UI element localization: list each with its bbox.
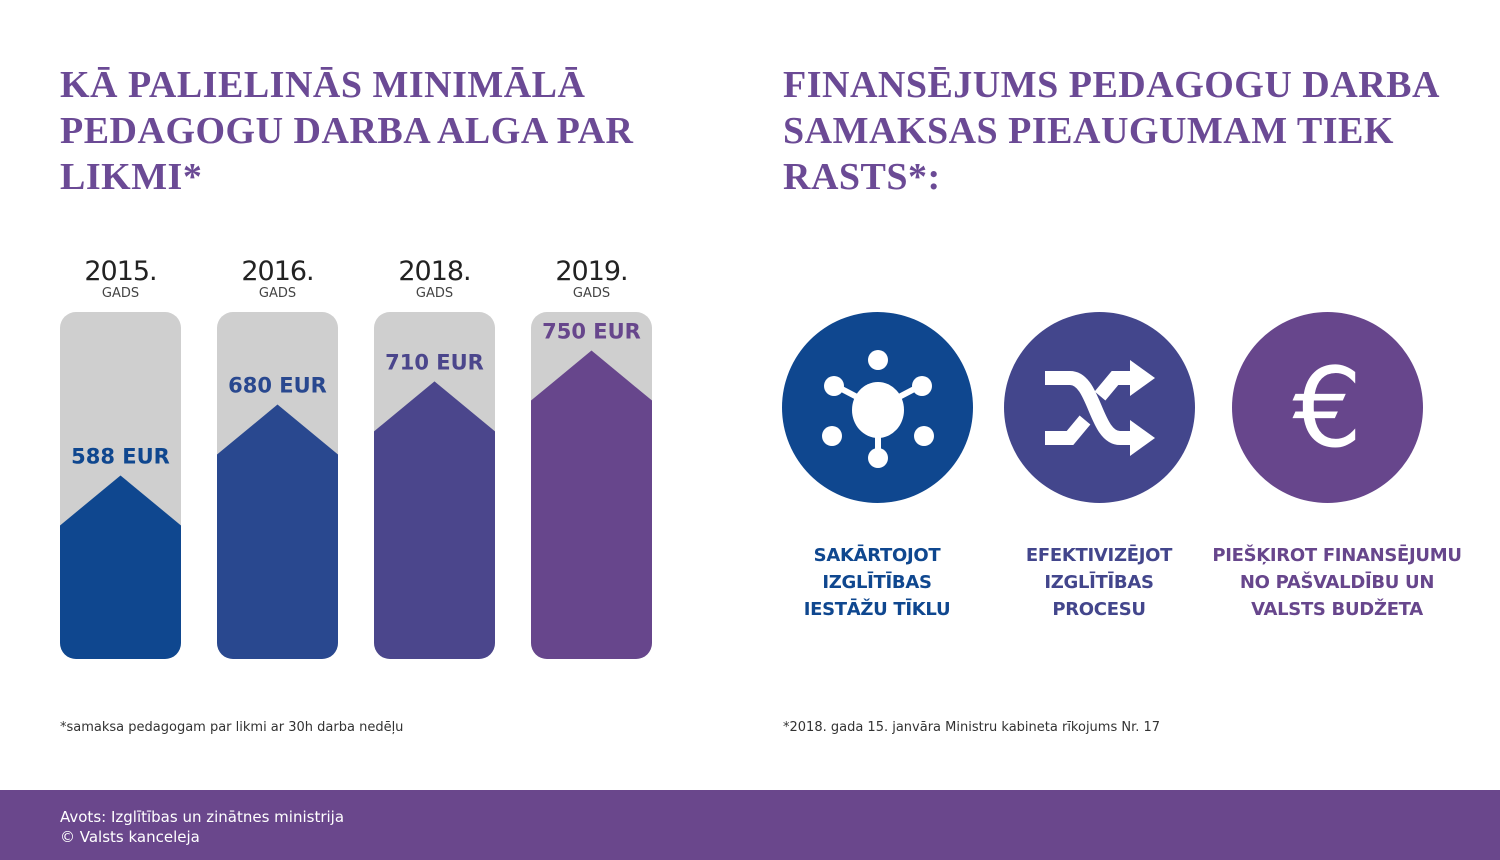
- bar-arrow: [374, 381, 495, 659]
- bar-group: 2016.GADS 680 EUR: [217, 256, 338, 659]
- caption-line: NO PAŠVALDĪBU UN: [1239, 572, 1435, 593]
- right-footnote: *2018. gada 15. janvāra Ministru kabinet…: [783, 720, 1161, 735]
- gads-label: GADS: [259, 286, 296, 301]
- bar-arrow: [60, 475, 181, 659]
- network-icon: [818, 348, 938, 468]
- value-label: 750 EUR: [542, 320, 641, 344]
- left-footnote: *samaksa pedagogam par likmi ar 30h darb…: [60, 720, 404, 735]
- gads-label: GADS: [416, 286, 453, 301]
- shuffle-circle: [1004, 312, 1195, 503]
- value-label: 588 EUR: [71, 444, 170, 468]
- caption-line: PROCESU: [1052, 599, 1146, 620]
- caption-line: EFEKTIVIZĒJOT: [1025, 545, 1173, 566]
- euro-circle: €: [1232, 312, 1423, 503]
- bar-arrow: [217, 404, 338, 659]
- funding-caption: EFEKTIVIZĒJOT IZGLĪTĪBAS PROCESU: [949, 542, 1249, 623]
- year-label: 2019.: [555, 256, 627, 287]
- left-title: KĀ PALIELINĀS MINIMĀLĀ PEDAGOGU DARBA AL…: [60, 64, 634, 198]
- bar-group: 2019.GADS 750 EUR: [531, 256, 652, 659]
- bar-group: 2015.GADS 588 EUR: [60, 256, 181, 659]
- gads-label: GADS: [573, 286, 610, 301]
- footer: Avots: Izglītības un zinātnes ministrija…: [0, 790, 1500, 860]
- network-circle: [782, 312, 973, 503]
- year-label: 2016.: [241, 256, 313, 287]
- copyright-text: © Valsts kanceleja: [60, 828, 200, 846]
- funding-caption: SAKĀRTOJOT IZGLĪTĪBAS IESTĀŽU TĪKLU: [727, 542, 1027, 623]
- bar-arrow: [531, 350, 652, 659]
- caption-line: SAKĀRTOJOT: [813, 545, 941, 566]
- value-label: 710 EUR: [385, 350, 484, 374]
- gads-label: GADS: [102, 286, 139, 301]
- bar-group: 2018.GADS 710 EUR: [374, 256, 495, 659]
- caption-line: PIEŠĶIROT FINANSĒJUMU: [1212, 545, 1462, 566]
- shuffle-icon: [1040, 358, 1160, 458]
- source-text: Avots: Izglītības un zinātnes ministrija: [60, 808, 345, 826]
- value-label: 680 EUR: [228, 374, 327, 398]
- year-label: 2015.: [84, 256, 156, 287]
- caption-line: IESTĀŽU TĪKLU: [803, 599, 951, 620]
- caption-line: IZGLĪTĪBAS: [822, 572, 932, 593]
- right-title: FINANSĒJUMS PEDAGOGU DARBA SAMAKSAS PIEA…: [783, 64, 1438, 198]
- caption-line: VALSTS BUDŽETA: [1251, 599, 1423, 620]
- euro-icon: €: [1292, 343, 1363, 472]
- year-label: 2018.: [398, 256, 470, 287]
- funding-caption: PIEŠĶIROT FINANSĒJUMU NO PAŠVALDĪBU UN VAL…: [1187, 542, 1487, 623]
- caption-line: IZGLĪTĪBAS: [1044, 572, 1154, 593]
